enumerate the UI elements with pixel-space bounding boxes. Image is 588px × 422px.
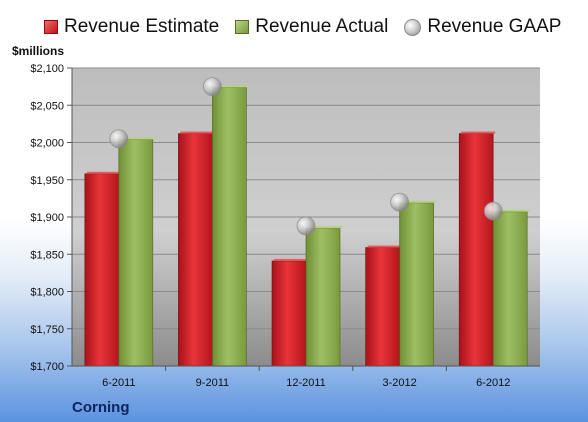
legend-swatch-gaap [404, 18, 422, 36]
legend-label-estimate: Revenue Estimate [64, 16, 220, 37]
bar-estimate [271, 260, 307, 367]
legend-item-estimate: Revenue Estimate [44, 16, 219, 38]
x-tick-label: 12-2011 [286, 377, 326, 389]
legend-item-actual: Revenue Actual [235, 16, 388, 38]
bar-estimate-top [180, 131, 215, 134]
bar-actual [212, 87, 247, 367]
bar-actual-top [120, 137, 155, 140]
y-tick-label: $2,000 [30, 138, 64, 150]
bar-estimate-top [367, 245, 402, 248]
bar-actual [305, 227, 341, 367]
bar-estimate [365, 247, 400, 367]
y-tick-label: $1,950 [30, 175, 64, 187]
x-tick-label: 3-2012 [382, 377, 416, 389]
y-tick-label: $1,900 [30, 212, 64, 224]
y-tick-label: $1,850 [30, 249, 64, 261]
y-tick-label: $2,050 [30, 100, 64, 112]
x-tick-label: 6-2012 [476, 377, 510, 389]
x-tick-label: 9-2011 [196, 377, 229, 389]
marker-gaap [483, 201, 503, 221]
bar-estimate [178, 133, 213, 367]
legend-label-actual: Revenue Actual [255, 16, 389, 37]
bar-actual-top [308, 226, 342, 229]
legend-swatch-estimate [44, 20, 58, 34]
marker-gaap [202, 77, 222, 97]
bar-actual-top [214, 85, 249, 88]
marker-gaap [109, 129, 129, 149]
legend: Revenue Estimate Revenue Actual Revenue … [44, 16, 577, 38]
legend-swatch-actual [235, 20, 250, 34]
bar-actual [492, 211, 528, 367]
bar-estimate [84, 173, 120, 367]
marker-gaap [390, 192, 410, 212]
y-tick-label: $1,700 [30, 361, 64, 373]
bar-estimate-top [86, 171, 121, 174]
bar-actual [118, 139, 154, 367]
bar-estimate [458, 133, 494, 367]
legend-label-gaap: Revenue GAAP [427, 16, 562, 37]
company-label: Corning [72, 399, 130, 416]
bar-actual-top [495, 209, 530, 212]
y-tick-label: $1,750 [30, 324, 64, 336]
bar-actual [399, 202, 434, 367]
y-tick-label: $2,100 [30, 63, 64, 75]
bar-actual-top [401, 200, 436, 203]
legend-item-gaap: Revenue GAAP [404, 16, 561, 38]
bar-estimate-top [461, 131, 496, 134]
marker-gaap [296, 216, 316, 236]
x-tick-label: 6-2011 [102, 377, 135, 389]
y-tick-label: $1,800 [30, 287, 64, 299]
y-axis-units-label: $millions [12, 44, 65, 58]
bar-estimate-top [274, 258, 308, 261]
